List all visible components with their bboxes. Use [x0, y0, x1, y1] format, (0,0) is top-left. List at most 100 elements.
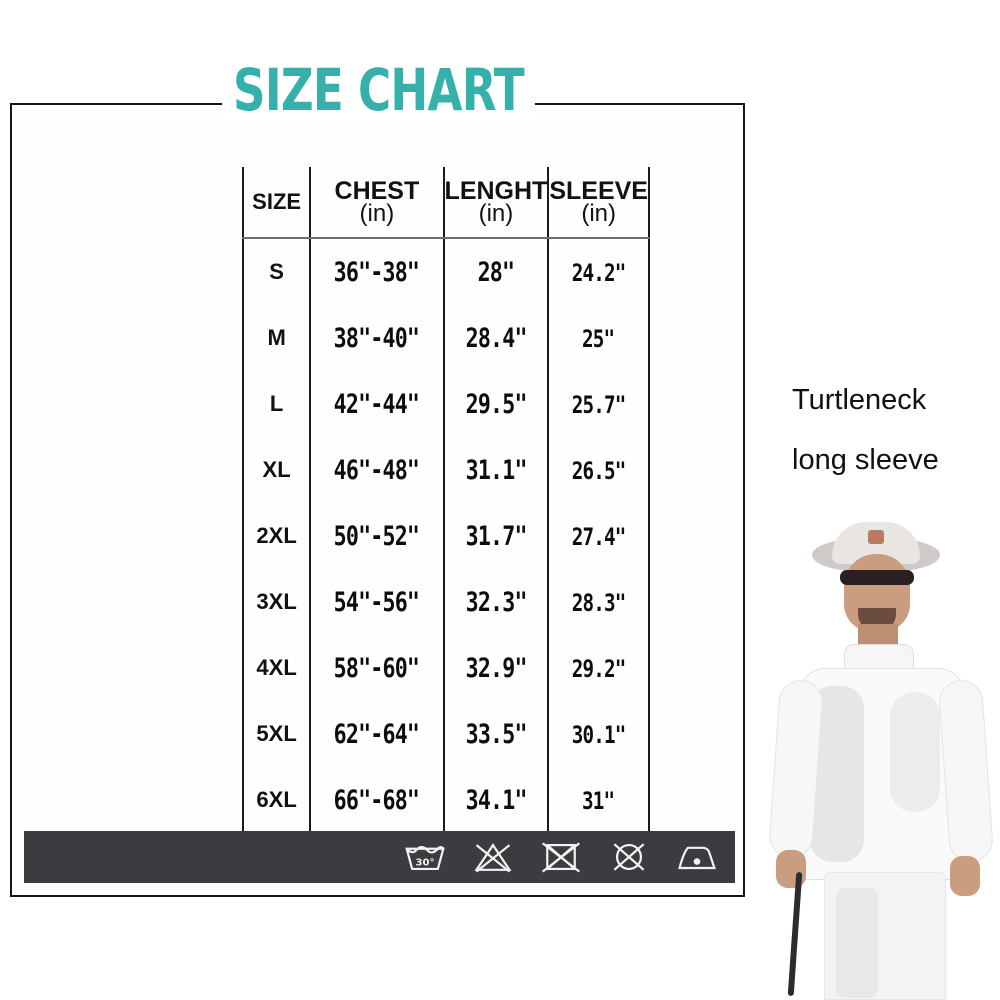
column-header-sleeve: SLEEVE (in) [547, 167, 650, 239]
table-row: S 36"-38" 28" 24.2" [241, 238, 650, 305]
cell-chest: 58"-60" [309, 635, 444, 701]
cell-chest: 62"-64" [309, 701, 444, 767]
wash-30-degrees-icon: 30° [405, 845, 445, 871]
table-row: 2XL 50"-52" 31.7" 27.4" [241, 503, 650, 569]
cell-chest-value: 38"-40" [334, 322, 420, 354]
cell-sleeve-value: 26.5" [571, 456, 627, 485]
model-photo [740, 520, 1000, 1000]
column-header-length-unit: (in) [478, 199, 514, 227]
column-header-sleeve-unit: (in) [581, 199, 616, 227]
cell-size: M [241, 305, 311, 371]
cell-chest-value: 66"-68" [334, 784, 420, 816]
cell-sleeve-value: 30.1" [571, 720, 627, 749]
table-row: 4XL 58"-60" 32.9" 29.2" [241, 635, 650, 701]
cell-chest: 46"-48" [309, 437, 444, 503]
cell-length: 28" [442, 238, 549, 305]
product-description-line2: long sleeve [792, 444, 939, 476]
page-title-text: SIZE CHART [221, 61, 535, 123]
table-row: 6XL 66"-68" 34.1" 31" [241, 767, 650, 833]
do-not-dry-clean-icon [613, 843, 645, 871]
cell-sleeve-value: 31" [582, 786, 616, 815]
hat-logo [868, 530, 884, 544]
do-not-tumble-dry-icon [541, 842, 581, 873]
table-row: L 42"-44" 29.5" 25.7" [241, 371, 650, 437]
cell-sleeve: 25" [547, 305, 650, 371]
cell-length: 31.1" [442, 437, 549, 503]
cell-size: L [241, 371, 311, 437]
cell-sleeve: 25.7" [547, 371, 650, 437]
page-title: SIZE CHART [0, 61, 756, 123]
golf-club [787, 871, 803, 997]
cell-chest: 36"-38" [309, 238, 444, 305]
column-header-sleeve-label: SLEEVE [549, 176, 648, 205]
table-row: XL 46"-48" 31.1" 26.5" [241, 437, 650, 503]
cell-chest: 50"-52" [309, 503, 444, 569]
table-row: 5XL 62"-64" 33.5" 30.1" [241, 701, 650, 767]
sunglasses [840, 570, 914, 585]
cell-length: 32.9" [442, 635, 549, 701]
cell-chest-value: 62"-64" [334, 718, 420, 750]
cell-sleeve-value: 25" [582, 324, 616, 353]
cell-chest: 42"-44" [309, 371, 444, 437]
column-header-size-label: SIZE [252, 189, 302, 214]
cell-sleeve: 31" [547, 767, 650, 833]
pants-shading [836, 888, 878, 998]
care-instructions-bar: 30° [24, 831, 735, 883]
cell-length: 32.3" [442, 569, 549, 635]
cell-length-value: 31.1" [465, 454, 527, 486]
column-header-size: SIZE [241, 167, 311, 239]
cell-chest-value: 58"-60" [334, 652, 420, 684]
column-header-chest-label: CHEST [334, 176, 420, 205]
size-chart-frame: SIZE CHEST (in) LENGHT (in) SLEEVE (in) … [10, 103, 745, 897]
cell-size: S [241, 238, 311, 305]
cell-size: 2XL [241, 503, 311, 569]
cell-length-value: 28" [477, 256, 515, 288]
table-header-row: SIZE CHEST (in) LENGHT (in) SLEEVE (in) [241, 167, 650, 239]
cell-length: 29.5" [442, 371, 549, 437]
wash-temperature-label: 30° [415, 857, 434, 868]
cell-chest-value: 42"-44" [334, 388, 420, 420]
cell-length-value: 32.3" [465, 586, 527, 618]
cell-sleeve-value: 27.4" [571, 522, 627, 551]
cell-length-value: 28.4" [465, 322, 527, 354]
cell-chest-value: 46"-48" [334, 454, 420, 486]
product-description-line1: Turtleneck [792, 384, 927, 416]
cell-length: 31.7" [442, 503, 549, 569]
cell-length-value: 31.7" [465, 520, 527, 552]
cell-length-value: 33.5" [465, 718, 527, 750]
cell-length-value: 29.5" [465, 388, 527, 420]
cell-chest: 38"-40" [309, 305, 444, 371]
cell-sleeve: 28.3" [547, 569, 650, 635]
column-header-length: LENGHT (in) [442, 167, 549, 239]
column-header-chest: CHEST (in) [309, 167, 444, 239]
table-row: M 38"-40" 28.4" 25" [241, 305, 650, 371]
table-row: 3XL 54"-56" 32.3" 28.3" [241, 569, 650, 635]
cell-length: 34.1" [442, 767, 549, 833]
cell-chest: 54"-56" [309, 569, 444, 635]
cell-sleeve-value: 25.7" [571, 390, 627, 419]
cell-sleeve-value: 24.2" [571, 258, 627, 287]
cell-sleeve: 26.5" [547, 437, 650, 503]
cell-size: 6XL [241, 767, 311, 833]
cell-length: 28.4" [442, 305, 549, 371]
cell-chest-value: 36"-38" [334, 256, 420, 288]
cell-size: 3XL [241, 569, 311, 635]
column-header-length-label: LENGHT [444, 176, 548, 205]
cell-sleeve: 29.2" [547, 635, 650, 701]
cell-sleeve: 24.2" [547, 238, 650, 305]
shirt-shading-right [890, 692, 940, 812]
cell-chest: 66"-68" [309, 767, 444, 833]
column-header-chest-unit: (in) [359, 199, 395, 227]
cell-chest-value: 50"-52" [334, 520, 420, 552]
size-chart-table: SIZE CHEST (in) LENGHT (in) SLEEVE (in) … [241, 167, 650, 833]
cell-size: 4XL [241, 635, 311, 701]
do-not-bleach-icon [474, 843, 512, 873]
model-hand-right [950, 856, 980, 896]
cell-sleeve: 30.1" [547, 701, 650, 767]
iron-low-heat-icon [678, 846, 716, 870]
cell-sleeve: 27.4" [547, 503, 650, 569]
cell-length-value: 34.1" [465, 784, 527, 816]
cell-size: 5XL [241, 701, 311, 767]
cell-sleeve-value: 28.3" [571, 588, 627, 617]
cell-length-value: 32.9" [465, 652, 527, 684]
